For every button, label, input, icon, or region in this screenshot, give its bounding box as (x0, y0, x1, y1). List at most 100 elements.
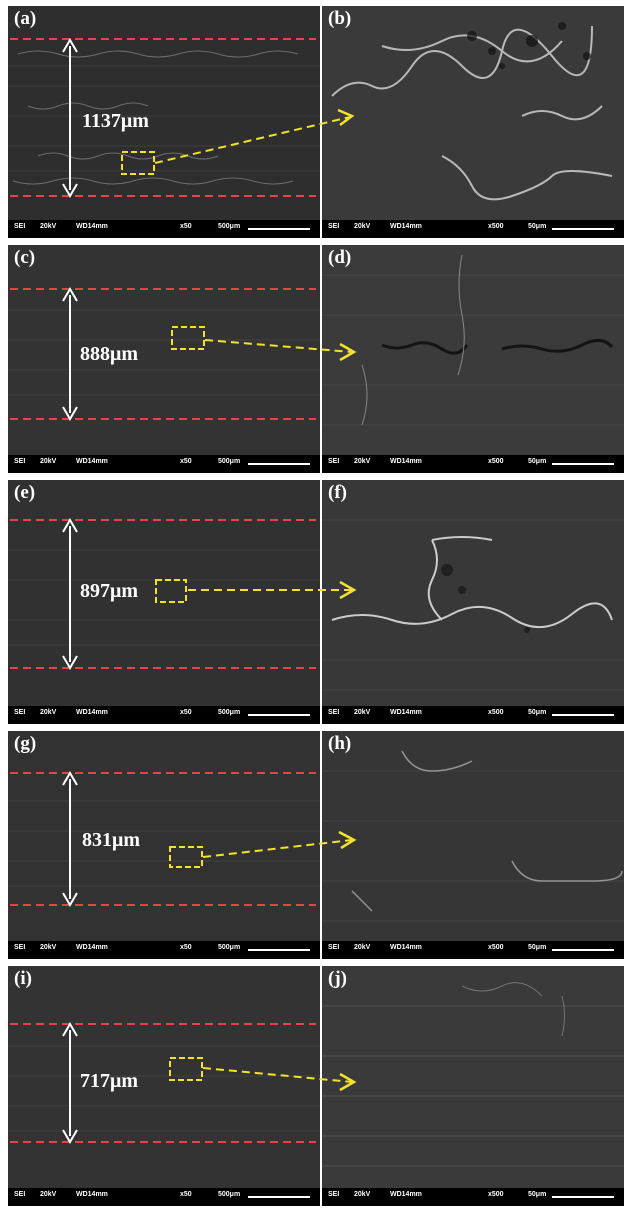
signal-label: SEI (14, 709, 26, 716)
magnification-label: x500 (488, 709, 504, 716)
voltage-label: 20kV (354, 223, 371, 230)
width-measurement: 717μm (80, 1070, 138, 1092)
scale-bar (552, 1196, 614, 1198)
panel-label: (b) (328, 8, 352, 29)
sem-info-bar: SEI 20kV WD14mm x500 50μm (322, 220, 624, 238)
scale-label: 50μm (528, 1191, 547, 1198)
magnification-label: x50 (180, 223, 192, 230)
magnification-label: x500 (488, 223, 504, 230)
sem-texture (322, 966, 624, 1206)
width-measurement: 831μm (82, 829, 140, 851)
wd-label: WD14mm (76, 1191, 108, 1198)
panel-label: (f) (328, 482, 347, 503)
voltage-label: 20kV (40, 223, 57, 230)
voltage-label: 20kV (40, 458, 57, 465)
panel-label: (h) (328, 733, 352, 754)
panel-label: (j) (328, 968, 347, 989)
sem-info-bar: SEI 20kV WD14mm x500 50μm (322, 455, 624, 473)
scale-label: 500μm (218, 458, 241, 465)
signal-label: SEI (328, 458, 340, 465)
wd-label: WD14mm (76, 709, 108, 716)
sem-panel-e: (e) 897μm SEI 20kV WD14mm x50 500μm (8, 480, 320, 724)
panel-label: (c) (14, 247, 36, 268)
width-measurement: 1137μm (82, 110, 149, 132)
wd-label: WD14mm (390, 458, 422, 465)
scale-label: 50μm (528, 223, 547, 230)
sem-texture (8, 245, 320, 473)
sem-panel-a: (a) 1137μm SEI 20kV WD14mm x50 500μm (8, 6, 320, 238)
wd-label: WD14mm (390, 1191, 422, 1198)
scale-bar (552, 228, 614, 230)
voltage-label: 20kV (354, 458, 371, 465)
signal-label: SEI (14, 458, 26, 465)
magnification-label: x50 (180, 1191, 192, 1198)
panel-label: (i) (14, 968, 32, 989)
sem-panel-f: (f) SEI 20kV WD14mm x500 50μm (322, 480, 624, 724)
sem-info-bar: SEI 20kV WD14mm x50 500μm (8, 941, 320, 959)
scale-label: 50μm (528, 944, 547, 951)
signal-label: SEI (328, 1191, 340, 1198)
sem-panel-b: (b) SEI 20kV WD14mm x500 50μm (322, 6, 624, 238)
magnification-label: x50 (180, 944, 192, 951)
width-measurement: 888μm (80, 343, 138, 365)
voltage-label: 20kV (40, 1191, 57, 1198)
voltage-label: 20kV (354, 1191, 371, 1198)
callout-box (169, 846, 203, 868)
scale-label: 500μm (218, 223, 241, 230)
scale-label: 50μm (528, 458, 547, 465)
wd-label: WD14mm (390, 223, 422, 230)
sem-info-bar: SEI 20kV WD14mm x50 500μm (8, 706, 320, 724)
sem-panel-i: (i) 717μm SEI 20kV WD14mm x50 500μm (8, 966, 320, 1206)
panel-label: (d) (328, 247, 352, 268)
sem-texture (8, 966, 320, 1206)
width-measurement: 897μm (80, 580, 138, 602)
scale-label: 500μm (218, 1191, 241, 1198)
scale-bar (552, 949, 614, 951)
voltage-label: 20kV (354, 709, 371, 716)
sem-texture (322, 6, 624, 238)
sem-info-bar: SEI 20kV WD14mm x500 50μm (322, 1188, 624, 1206)
panel-label: (g) (14, 733, 37, 754)
signal-label: SEI (14, 223, 26, 230)
scale-label: 50μm (528, 709, 547, 716)
scale-bar (248, 228, 310, 230)
sem-panel-g: (g) 831μm SEI 20kV WD14mm x50 500μm (8, 731, 320, 959)
panel-label: (a) (14, 8, 37, 29)
wd-label: WD14mm (390, 709, 422, 716)
sem-texture (8, 731, 320, 959)
sem-info-bar: SEI 20kV WD14mm x50 500μm (8, 220, 320, 238)
callout-box (155, 579, 187, 603)
scale-bar (248, 1196, 310, 1198)
scale-label: 500μm (218, 709, 241, 716)
width-arrow (62, 287, 78, 421)
voltage-label: 20kV (354, 944, 371, 951)
signal-label: SEI (328, 223, 340, 230)
sem-info-bar: SEI 20kV WD14mm x50 500μm (8, 1188, 320, 1206)
scale-bar (248, 463, 310, 465)
sem-texture (8, 480, 320, 724)
sem-info-bar: SEI 20kV WD14mm x500 50μm (322, 941, 624, 959)
scale-bar (552, 463, 614, 465)
voltage-label: 20kV (40, 944, 57, 951)
sem-panel-c: (c) 888μm SEI 20kV WD14mm x50 500μm (8, 245, 320, 473)
scale-bar (552, 714, 614, 716)
sem-texture (322, 731, 624, 959)
sem-panel-j: (j) SEI 20kV WD14mm x500 50μm (322, 966, 624, 1206)
width-arrow (62, 38, 78, 198)
scale-bar (248, 714, 310, 716)
magnification-label: x50 (180, 458, 192, 465)
width-arrow (62, 518, 78, 670)
sem-texture (322, 245, 624, 473)
sem-texture (322, 480, 624, 724)
sem-panel-h: (h) SEI 20kV WD14mm x500 50μm (322, 731, 624, 959)
magnification-label: x500 (488, 944, 504, 951)
wd-label: WD14mm (76, 944, 108, 951)
signal-label: SEI (14, 1191, 26, 1198)
sem-panel-d: (d) SEI 20kV WD14mm x500 50μm (322, 245, 624, 473)
wd-label: WD14mm (390, 944, 422, 951)
voltage-label: 20kV (40, 709, 57, 716)
panel-label: (e) (14, 482, 36, 503)
sem-info-bar: SEI 20kV WD14mm x500 50μm (322, 706, 624, 724)
sem-texture (8, 6, 320, 238)
signal-label: SEI (14, 944, 26, 951)
